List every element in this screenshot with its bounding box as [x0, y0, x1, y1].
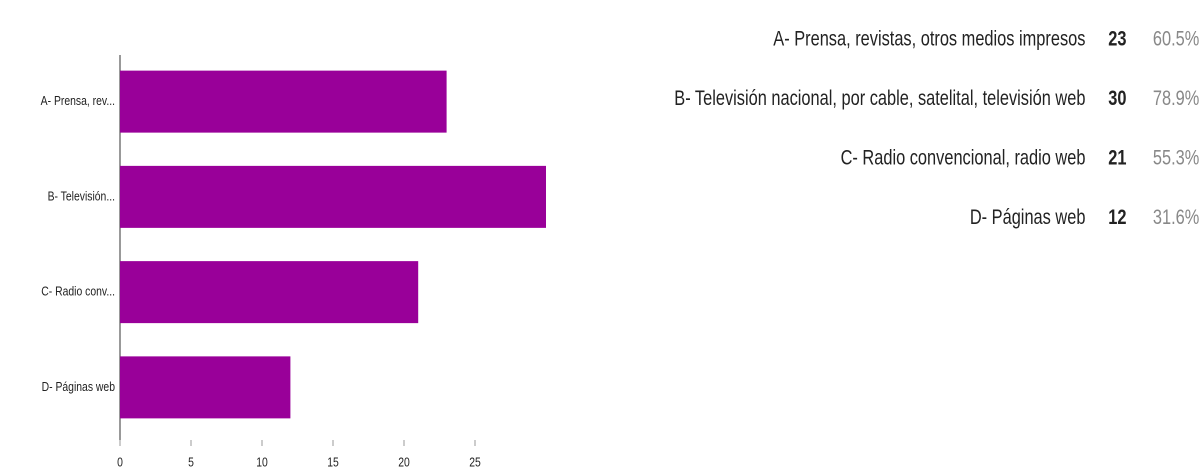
- y-tick-label: C- Radio conv...: [41, 285, 115, 299]
- summary-count: 12: [1108, 205, 1126, 228]
- summary-label: D- Páginas web: [970, 205, 1086, 228]
- bar: [120, 261, 419, 324]
- summary-count: 21: [1108, 146, 1126, 169]
- summary-table: A- Prensa, revistas, otros medios impres…: [674, 27, 1199, 229]
- x-tick-label: 10: [256, 455, 268, 469]
- summary-percent: 60.5%: [1153, 27, 1200, 50]
- summary-label: B- Televisión nacional, por cable, satel…: [674, 86, 1085, 109]
- y-tick-label: A- Prensa, rev...: [41, 94, 115, 108]
- summary-count: 23: [1108, 27, 1126, 50]
- y-tick-label: B- Televisión...: [48, 189, 115, 203]
- summary-percent: 31.6%: [1153, 205, 1200, 228]
- bar: [120, 70, 447, 133]
- summary-label: C- Radio convencional, radio web: [841, 146, 1086, 169]
- x-tick-label: 25: [469, 455, 481, 469]
- summary-percent: 78.9%: [1153, 86, 1200, 109]
- x-tick-label: 15: [327, 455, 339, 469]
- summary-percent: 55.3%: [1153, 146, 1200, 169]
- bar: [120, 356, 291, 419]
- y-tick-label: D- Páginas web: [42, 380, 116, 394]
- bar: [120, 165, 546, 228]
- x-tick-label: 20: [398, 455, 410, 469]
- x-tick-label: 5: [188, 455, 194, 469]
- summary-label: A- Prensa, revistas, otros medios impres…: [773, 27, 1085, 50]
- summary-count: 30: [1108, 86, 1126, 109]
- x-tick-label: 0: [117, 455, 123, 469]
